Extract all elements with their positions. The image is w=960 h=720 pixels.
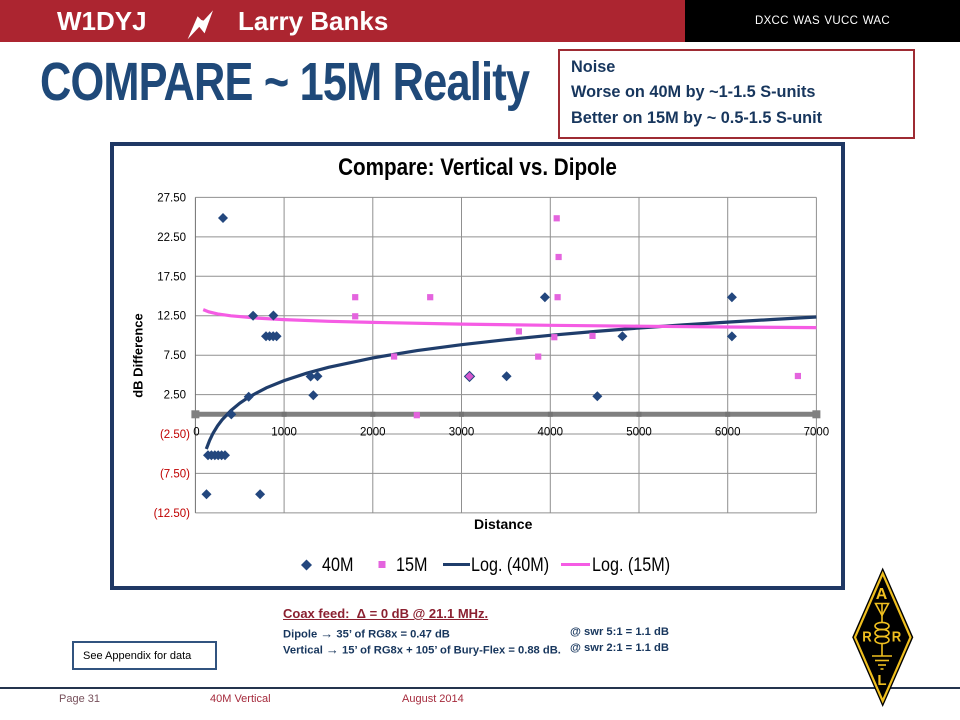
svg-text:(12.50): (12.50) — [154, 508, 191, 520]
svg-text:0: 0 — [193, 427, 199, 439]
svg-text:A: A — [876, 586, 888, 603]
svg-text:7.50: 7.50 — [164, 350, 186, 362]
svg-text:2.50: 2.50 — [164, 390, 186, 402]
svg-text:27.50: 27.50 — [157, 192, 186, 204]
svg-text:7000: 7000 — [804, 427, 830, 439]
svg-text:5000: 5000 — [626, 427, 652, 439]
svg-text:22.50: 22.50 — [157, 232, 186, 244]
svg-text:17.50: 17.50 — [157, 271, 186, 283]
svg-text:R: R — [892, 629, 902, 646]
svg-text:2000: 2000 — [360, 427, 386, 439]
svg-text:1000: 1000 — [271, 427, 297, 439]
svg-text:(2.50): (2.50) — [160, 429, 190, 441]
svg-text:L: L — [877, 672, 886, 689]
svg-text:4000: 4000 — [538, 427, 564, 439]
svg-text:(7.50): (7.50) — [160, 468, 190, 480]
svg-text:12.50: 12.50 — [157, 311, 186, 323]
svg-text:3000: 3000 — [449, 427, 475, 439]
svg-text:6000: 6000 — [715, 427, 741, 439]
svg-text:R: R — [862, 629, 872, 646]
